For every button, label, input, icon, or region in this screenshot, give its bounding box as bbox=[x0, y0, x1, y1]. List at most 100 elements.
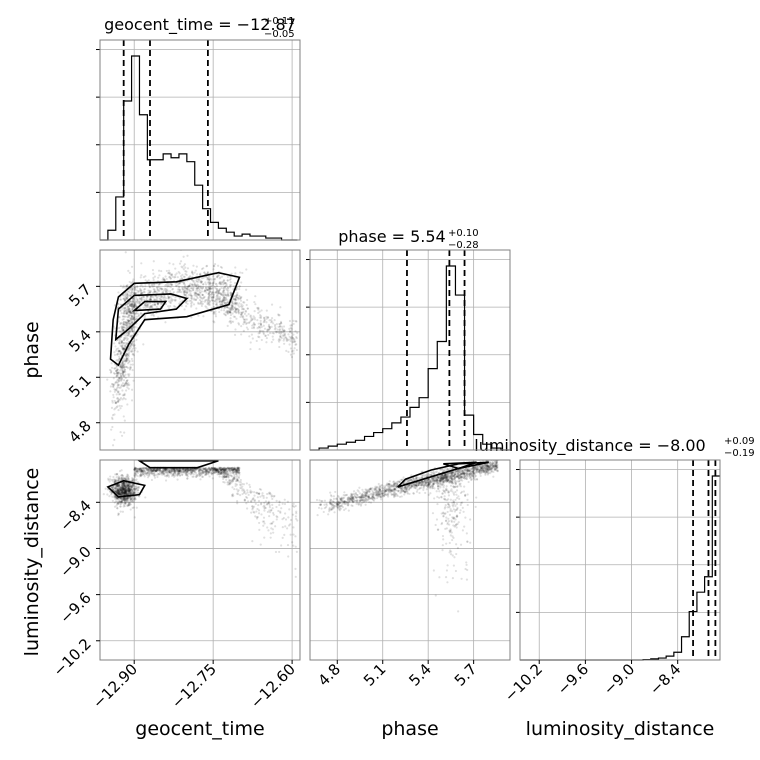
scatter-point bbox=[128, 314, 131, 317]
scatter-point bbox=[111, 399, 114, 402]
scatter-point bbox=[120, 340, 123, 343]
scatter-point bbox=[284, 518, 288, 521]
scatter-point bbox=[257, 499, 261, 503]
scatter-point bbox=[117, 398, 120, 401]
scatter-point bbox=[218, 282, 221, 285]
scatter-point bbox=[203, 271, 206, 274]
scatter-point bbox=[156, 296, 159, 300]
scatter-point bbox=[119, 485, 122, 489]
scatter-point bbox=[134, 304, 137, 307]
scatter-point bbox=[119, 365, 123, 368]
scatter-point bbox=[133, 344, 136, 347]
scatter-point bbox=[127, 316, 130, 319]
scatter-point bbox=[208, 286, 211, 289]
scatter-point bbox=[120, 321, 123, 324]
scatter-point bbox=[117, 342, 121, 345]
scatter-point bbox=[185, 291, 189, 295]
scatter-point bbox=[206, 302, 209, 306]
scatter-point bbox=[199, 296, 202, 299]
scatter-point bbox=[119, 386, 122, 389]
scatter-point bbox=[230, 304, 234, 307]
scatter-point bbox=[129, 318, 132, 322]
scatter-point bbox=[211, 296, 214, 299]
scatter-point bbox=[119, 407, 122, 410]
scatter-point bbox=[291, 513, 295, 516]
scatter-point bbox=[171, 275, 174, 278]
scatter-point bbox=[271, 331, 274, 335]
scatter-point bbox=[122, 370, 125, 373]
scatter-point bbox=[229, 311, 232, 314]
scatter-point bbox=[115, 388, 118, 391]
scatter-point bbox=[125, 486, 128, 489]
scatter-point bbox=[260, 513, 263, 516]
scatter-point bbox=[283, 502, 287, 506]
scatter-point bbox=[178, 288, 181, 291]
scatter-point bbox=[127, 373, 130, 376]
scatter-point bbox=[217, 274, 220, 277]
scatter-point bbox=[125, 384, 128, 387]
scatter-point bbox=[134, 298, 137, 302]
scatter-point bbox=[129, 310, 132, 314]
scatter-point bbox=[271, 507, 274, 510]
scatter-point bbox=[133, 286, 137, 289]
scatter-point bbox=[174, 275, 177, 279]
scatter-point bbox=[232, 471, 235, 474]
scatter-point bbox=[286, 339, 289, 342]
scatter-point bbox=[238, 288, 241, 291]
scatter-point bbox=[124, 389, 128, 392]
scatter-point bbox=[275, 323, 278, 326]
scatter-point bbox=[216, 294, 219, 297]
scatter-point bbox=[121, 398, 124, 401]
scatter-point bbox=[239, 481, 242, 484]
scatter-point bbox=[122, 321, 125, 324]
scatter-point bbox=[133, 349, 136, 352]
scatter-point bbox=[273, 323, 277, 327]
scatter-point bbox=[195, 280, 199, 283]
scatter-point bbox=[116, 338, 120, 341]
scatter-point bbox=[223, 297, 227, 300]
scatter-point bbox=[279, 325, 282, 328]
scatter-point bbox=[173, 276, 176, 279]
scatter-point bbox=[229, 280, 232, 284]
scatter-point bbox=[188, 290, 191, 293]
scatter-point bbox=[214, 290, 218, 293]
scatter-point bbox=[116, 384, 119, 387]
scatter-point bbox=[235, 302, 238, 305]
scatter-point bbox=[258, 528, 261, 531]
scatter-point bbox=[153, 302, 157, 306]
scatter-point bbox=[252, 321, 255, 325]
scatter-point bbox=[155, 295, 158, 298]
scatter-point bbox=[153, 290, 156, 293]
scatter-point bbox=[236, 293, 239, 297]
scatter-point bbox=[136, 333, 139, 336]
scatter-point bbox=[214, 282, 217, 285]
scatter-point bbox=[132, 318, 136, 321]
scatter-point bbox=[132, 354, 135, 357]
scatter-point bbox=[278, 314, 281, 317]
scatter-point bbox=[223, 301, 226, 304]
scatter-point bbox=[211, 284, 215, 287]
scatter-point bbox=[149, 290, 153, 293]
scatter-point bbox=[131, 308, 134, 311]
scatter-point bbox=[134, 319, 137, 322]
scatter-point bbox=[212, 295, 215, 298]
scatter-point bbox=[226, 291, 229, 294]
scatter-point bbox=[139, 276, 142, 279]
scatter-point bbox=[213, 299, 216, 302]
scatter-point bbox=[259, 322, 262, 325]
scatter-point bbox=[123, 326, 126, 329]
scatter-point bbox=[221, 299, 225, 302]
title-phase-sub: −0.28 bbox=[448, 240, 479, 251]
scatter-point bbox=[126, 386, 129, 389]
scatter-point bbox=[128, 307, 131, 310]
scatter-point bbox=[222, 297, 225, 300]
scatter-point bbox=[188, 469, 191, 472]
scatter-point bbox=[229, 308, 233, 311]
scatter-point bbox=[119, 330, 122, 333]
scatter-point bbox=[266, 316, 270, 319]
scatter-point bbox=[189, 282, 192, 285]
scatter-point bbox=[247, 313, 250, 316]
scatter-point bbox=[124, 306, 127, 309]
scatter-point bbox=[119, 365, 122, 368]
scatter-point bbox=[128, 310, 131, 314]
